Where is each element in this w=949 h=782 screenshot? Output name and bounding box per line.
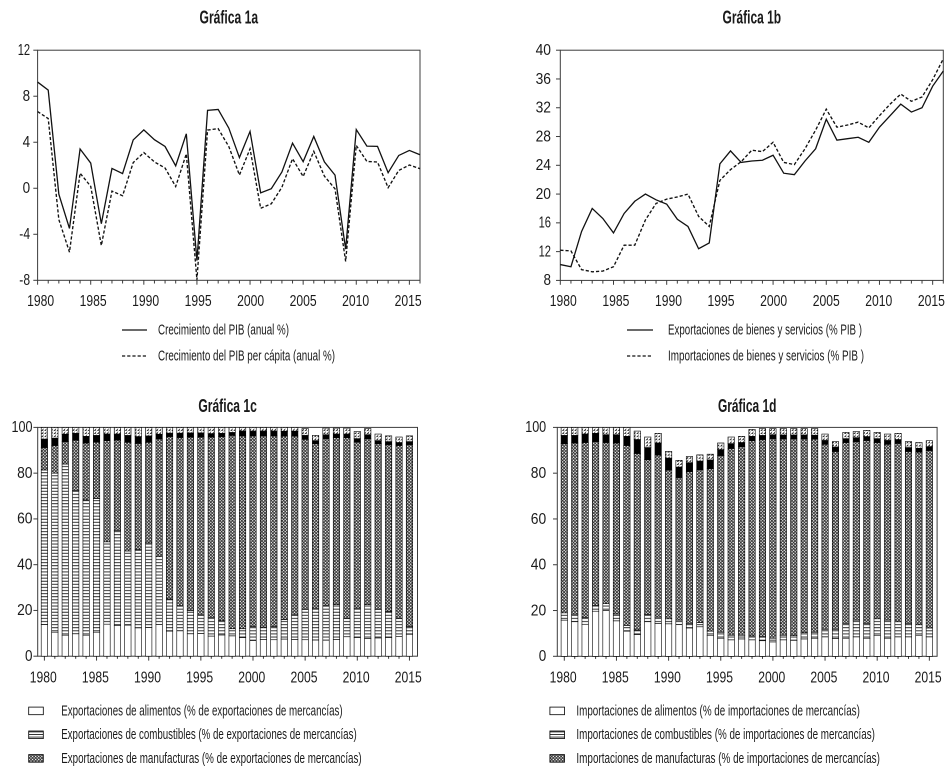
svg-text:Importaciones de bienes y serv: Importaciones de bienes y servicios (% P… bbox=[668, 348, 864, 365]
svg-text:Importaciones de combustibles: Importaciones de combustibles (% de impo… bbox=[576, 726, 875, 743]
svg-text:8: 8 bbox=[544, 272, 552, 289]
svg-text:8: 8 bbox=[23, 88, 31, 105]
svg-text:28: 28 bbox=[536, 128, 551, 145]
svg-text:2005: 2005 bbox=[810, 670, 837, 687]
svg-text:100: 100 bbox=[12, 419, 33, 436]
svg-text:-8: -8 bbox=[19, 272, 30, 289]
svg-text:2015: 2015 bbox=[395, 669, 422, 686]
svg-text:Importaciones de manufacturas: Importaciones de manufacturas (% de impo… bbox=[576, 750, 880, 767]
svg-text:Gráfica 1d: Gráfica 1d bbox=[718, 395, 777, 416]
svg-text:2015: 2015 bbox=[395, 293, 422, 310]
svg-text:12: 12 bbox=[18, 42, 30, 59]
svg-text:40: 40 bbox=[536, 42, 551, 59]
svg-text:2015: 2015 bbox=[915, 670, 942, 687]
svg-text:1985: 1985 bbox=[80, 293, 107, 310]
svg-text:1990: 1990 bbox=[654, 670, 681, 687]
svg-text:2010: 2010 bbox=[863, 670, 890, 687]
svg-text:Gráfica 1c: Gráfica 1c bbox=[198, 395, 257, 416]
svg-text:1990: 1990 bbox=[655, 293, 682, 310]
svg-text:Exportaciones de manufacturas: Exportaciones de manufacturas (% de expo… bbox=[61, 750, 362, 767]
svg-text:1995: 1995 bbox=[706, 670, 733, 687]
svg-text:60: 60 bbox=[17, 511, 32, 528]
svg-text:Crecimiento del PIB (anual %): Crecimiento del PIB (anual %) bbox=[158, 322, 289, 339]
svg-text:20: 20 bbox=[531, 602, 546, 619]
svg-text:2010: 2010 bbox=[865, 293, 892, 310]
svg-text:1995: 1995 bbox=[185, 293, 212, 310]
svg-text:12: 12 bbox=[539, 243, 551, 260]
svg-text:80: 80 bbox=[17, 465, 32, 482]
svg-text:1985: 1985 bbox=[602, 293, 629, 310]
svg-text:0: 0 bbox=[25, 648, 33, 665]
svg-text:Exportaciones de combustibles: Exportaciones de combustibles (% de expo… bbox=[61, 726, 357, 743]
svg-text:Gráfica 1b: Gráfica 1b bbox=[723, 7, 782, 28]
svg-text:2005: 2005 bbox=[290, 669, 317, 686]
svg-text:1980: 1980 bbox=[550, 670, 577, 687]
svg-text:1985: 1985 bbox=[82, 669, 109, 686]
svg-text:2005: 2005 bbox=[813, 293, 840, 310]
svg-text:80: 80 bbox=[531, 465, 546, 482]
svg-text:2000: 2000 bbox=[758, 670, 785, 687]
svg-text:4: 4 bbox=[23, 134, 31, 151]
svg-text:40: 40 bbox=[531, 557, 546, 574]
svg-text:Importaciones de alimentos (%: Importaciones de alimentos (% de importa… bbox=[576, 702, 860, 719]
svg-text:60: 60 bbox=[531, 511, 546, 528]
svg-text:1995: 1995 bbox=[186, 669, 213, 686]
svg-text:20: 20 bbox=[536, 186, 551, 203]
svg-text:2005: 2005 bbox=[290, 293, 317, 310]
svg-text:0: 0 bbox=[539, 648, 547, 665]
svg-text:1985: 1985 bbox=[602, 670, 629, 687]
svg-text:32: 32 bbox=[536, 100, 551, 117]
svg-text:2000: 2000 bbox=[238, 669, 265, 686]
svg-text:1990: 1990 bbox=[134, 669, 161, 686]
svg-text:40: 40 bbox=[17, 556, 32, 573]
svg-text:Exportaciones de alimentos (%: Exportaciones de alimentos (% de exporta… bbox=[61, 702, 343, 719]
svg-text:16: 16 bbox=[539, 215, 551, 232]
svg-text:2010: 2010 bbox=[343, 669, 370, 686]
svg-text:-4: -4 bbox=[19, 226, 30, 243]
svg-text:0: 0 bbox=[23, 180, 31, 197]
svg-text:Crecimiento del PIB per cápita: Crecimiento del PIB per cápita (anual %) bbox=[158, 348, 335, 365]
svg-text:Gráfica 1a: Gráfica 1a bbox=[200, 7, 259, 28]
svg-text:Exportaciones de bienes y serv: Exportaciones de bienes y servicios (% P… bbox=[668, 322, 862, 339]
svg-text:24: 24 bbox=[536, 157, 551, 174]
svg-text:2000: 2000 bbox=[237, 293, 264, 310]
svg-text:2000: 2000 bbox=[760, 293, 787, 310]
svg-text:1980: 1980 bbox=[550, 293, 577, 310]
svg-text:100: 100 bbox=[525, 419, 546, 436]
svg-text:1990: 1990 bbox=[132, 293, 159, 310]
svg-text:2015: 2015 bbox=[918, 293, 945, 310]
svg-text:20: 20 bbox=[17, 602, 32, 619]
svg-text:1980: 1980 bbox=[30, 669, 57, 686]
svg-text:36: 36 bbox=[536, 71, 551, 88]
svg-text:2010: 2010 bbox=[342, 293, 369, 310]
svg-text:1980: 1980 bbox=[27, 293, 54, 310]
svg-text:1995: 1995 bbox=[708, 293, 735, 310]
